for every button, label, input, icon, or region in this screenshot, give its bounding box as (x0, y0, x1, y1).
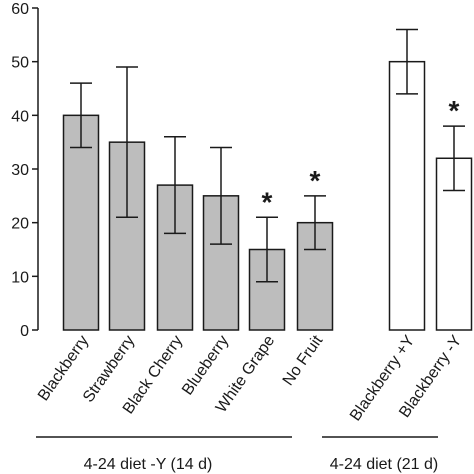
group-brackets: 4-24 diet -Y (14 d) 4-24 diet (21 d) (36, 436, 439, 473)
y-tick-label: 10 (11, 269, 29, 286)
y-tick-label: 60 (11, 1, 29, 18)
group-label: 4-24 diet (21 d) (330, 456, 439, 473)
significance-marker: * (262, 186, 273, 217)
y-axis: 0 10 20 30 40 50 60 (11, 1, 39, 340)
y-tick-label: 40 (11, 108, 29, 125)
y-tick-label: 0 (20, 323, 29, 340)
group-label: 4-24 diet -Y (14 d) (84, 456, 213, 473)
y-tick-label: 20 (11, 216, 29, 233)
x-category-label: No Fruit (280, 332, 327, 389)
y-tick-label: 50 (11, 55, 29, 72)
significance-marker: * (310, 165, 321, 196)
significance-marker: * (449, 95, 460, 126)
bar (156, 184, 194, 331)
bar (388, 60, 426, 331)
y-tick-label: 30 (11, 162, 29, 179)
bar (248, 248, 286, 331)
bar (62, 114, 100, 331)
bars: * * * (62, 28, 473, 331)
